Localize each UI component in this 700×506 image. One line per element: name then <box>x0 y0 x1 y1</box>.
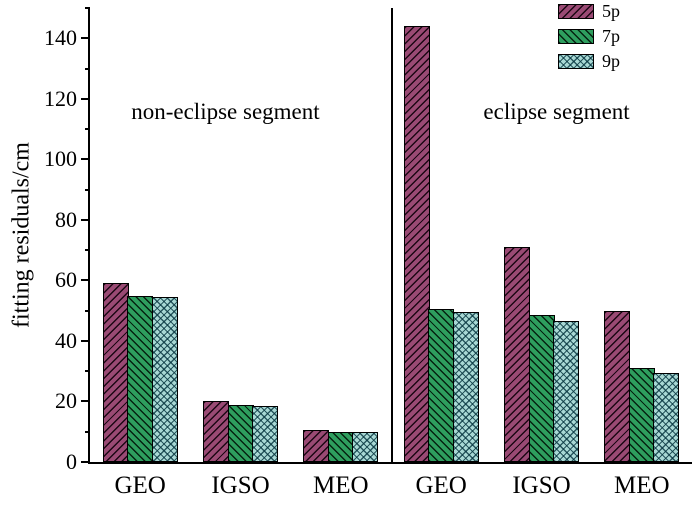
bar-eclipse-meo-5p <box>604 310 631 462</box>
y-axis-tick-label: 20 <box>55 388 77 414</box>
x-axis-label: MEO <box>313 472 369 499</box>
y-axis-tick <box>81 158 90 161</box>
bar-non-eclipse-meo-9p <box>352 431 379 462</box>
y-axis-tick-label: 80 <box>55 206 77 232</box>
bar-eclipse-meo-9p <box>653 372 680 462</box>
y-axis-label: fitting residuals/cm <box>8 142 35 328</box>
bar-eclipse-igso-9p <box>553 321 579 462</box>
bar-eclipse-geo-7p <box>428 309 455 462</box>
y-axis-minor-tick <box>85 67 90 70</box>
y-axis-tick <box>81 339 90 342</box>
legend-swatch-5p <box>558 3 594 19</box>
legend-item: 9p <box>558 52 620 70</box>
y-axis-minor-tick <box>85 430 90 433</box>
segment-divider-line <box>391 8 393 462</box>
x-axis-label: IGSO <box>512 472 571 499</box>
legend-label: 9p <box>602 51 620 71</box>
segment-annotation: non-eclipse segment <box>131 98 320 124</box>
y-axis-tick <box>81 461 90 463</box>
y-axis-tick <box>81 400 90 403</box>
bar-non-eclipse-meo-5p <box>303 430 330 462</box>
legend: 5p 7p 9p <box>558 2 620 77</box>
legend-item: 5p <box>558 2 620 20</box>
bar-eclipse-meo-7p <box>628 368 655 462</box>
bar-eclipse-geo-9p <box>452 312 479 462</box>
bar-eclipse-igso-7p <box>528 315 555 462</box>
y-axis-tick-label: 100 <box>44 146 77 172</box>
y-axis-tick-label: 60 <box>55 267 77 293</box>
bar-non-eclipse-geo-7p <box>127 295 154 462</box>
y-axis-tick-label: 0 <box>66 449 77 474</box>
segment-annotation: eclipse segment <box>483 98 630 124</box>
y-axis-tick <box>81 218 90 221</box>
legend-swatch-7p <box>558 28 594 44</box>
y-axis-minor-tick <box>85 128 90 131</box>
y-axis-tick <box>81 97 90 100</box>
bar-non-eclipse-igso-5p <box>203 401 229 462</box>
legend-label: 5p <box>602 1 620 21</box>
y-axis-minor-tick <box>85 309 90 312</box>
y-axis-minor-tick <box>85 249 90 252</box>
legend-swatch-9p <box>558 53 594 69</box>
x-axis-label: GEO <box>415 472 467 499</box>
x-axis-label: GEO <box>114 472 166 499</box>
bar-non-eclipse-igso-9p <box>252 406 278 462</box>
legend-item: 7p <box>558 27 620 45</box>
y-axis-tick-label: 140 <box>44 25 77 51</box>
bar-non-eclipse-geo-9p <box>151 297 178 462</box>
bar-eclipse-geo-5p <box>403 26 430 462</box>
x-axis-label: MEO <box>614 472 670 499</box>
y-axis-tick <box>81 279 90 282</box>
x-axis-label: IGSO <box>211 472 270 499</box>
legend-label: 7p <box>602 26 620 46</box>
bar-non-eclipse-meo-7p <box>327 431 354 462</box>
y-axis-tick-label: 120 <box>44 85 77 111</box>
bar-eclipse-igso-5p <box>504 247 530 462</box>
y-axis-minor-tick <box>85 370 90 373</box>
bar-non-eclipse-igso-7p <box>227 404 254 462</box>
plot-area: 0 20 40 60 80 100 120 140 GEO IGSO MEO GEO IGSO MEO no… <box>44 7 692 499</box>
y-axis-tick <box>81 37 90 40</box>
y-axis-minor-tick <box>85 188 90 191</box>
bar-non-eclipse-geo-5p <box>102 283 129 462</box>
y-axis-tick-label: 40 <box>55 327 77 353</box>
y-axis-minor-tick <box>85 7 90 9</box>
